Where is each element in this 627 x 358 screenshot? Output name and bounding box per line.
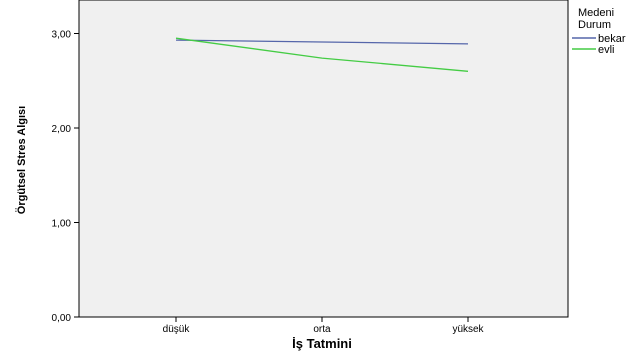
x-axis-title: İş Tatmini (292, 336, 352, 351)
x-axis: düşük orta yüksek (163, 317, 485, 335)
legend-title-line-1: Medeni (578, 7, 614, 19)
y-axis-title: Örgütsel Stres Algısı (15, 106, 28, 214)
y-tick-label: 0,00 (52, 313, 72, 324)
series-layer (175, 37, 469, 72)
x-tick-label: orta (313, 324, 331, 335)
y-tick-label: 1,00 (52, 219, 72, 230)
legend-label-bekar: bekar (598, 33, 626, 45)
series-line-evli (175, 37, 469, 72)
x-tick-label: düşük (163, 324, 191, 335)
x-tick-label: yüksek (452, 324, 484, 335)
y-tick-label: 3,00 (52, 30, 72, 41)
plot-area (78, 0, 569, 318)
legend-title-line-2: Durum (578, 19, 611, 31)
y-tick-label: 2,00 (52, 124, 72, 135)
y-axis: 0,00 1,00 2,00 3,00 (52, 30, 79, 324)
series-line-bekar (175, 39, 469, 45)
legend-label-evli: evli (598, 44, 615, 56)
